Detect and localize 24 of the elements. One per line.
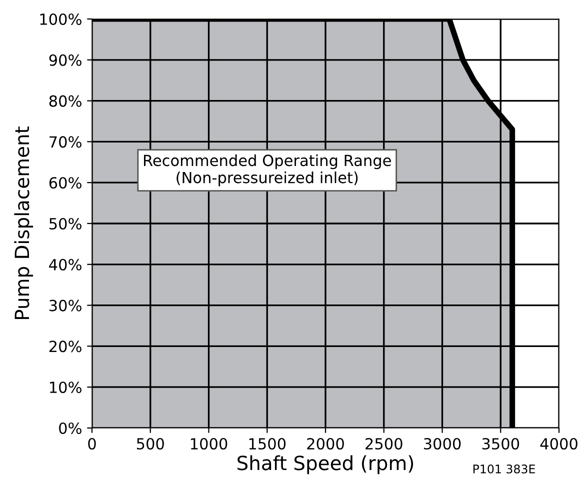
y-tick-label: 50% [50, 218, 82, 230]
x-tick-label: 3500 [482, 438, 520, 450]
text: P101 383E [473, 464, 535, 474]
x-tick-label: 4000 [540, 438, 578, 450]
x-tick-label: 2000 [307, 438, 344, 450]
y-tick-label: 20% [49, 340, 82, 352]
y-tick-label: 0% [59, 422, 82, 434]
x-tick-label: 500 [136, 438, 164, 450]
y-tick-label: 70% [50, 136, 82, 148]
y-tick-label: 10% [50, 382, 82, 394]
x-tick-label: 0 [88, 438, 96, 450]
y-tick-label: 80% [49, 95, 82, 107]
y-tick-label: 60% [49, 177, 82, 189]
y-tick-label: 30% [49, 300, 82, 312]
y-tick-label: 40% [49, 258, 82, 270]
y-tick-label: 90% [49, 54, 82, 66]
y-axis-title: Pump Displacement [14, 126, 34, 320]
x-tick-label: 1000 [190, 438, 228, 450]
x-axis-title: Shaft Speed (rpm) [238, 455, 414, 474]
x-tick-label: 3000 [424, 438, 461, 450]
annotation: Recommended Operating Range (Non-pressureized inlet) [144, 154, 391, 186]
x-tick-label: 1500 [249, 438, 286, 450]
y-tick-label: 100% [40, 13, 82, 26]
x-tick-label: 2500 [366, 438, 402, 450]
